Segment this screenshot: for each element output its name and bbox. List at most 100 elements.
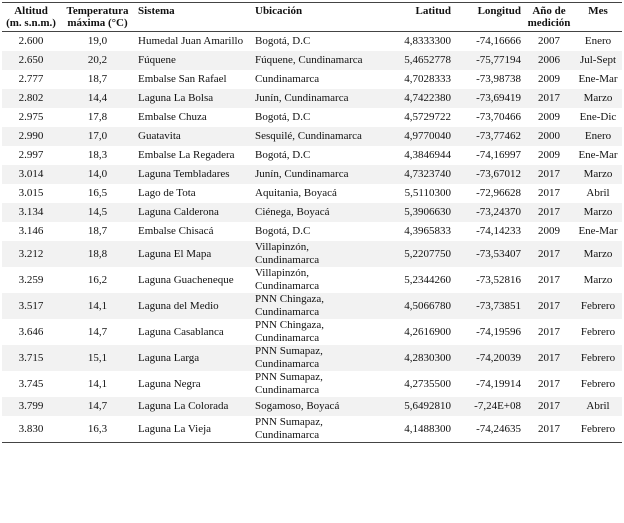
table-row: 2.777 18,7 Embalse San Rafael Cundinamarca 4… bbox=[2, 70, 622, 89]
table-cell: 4,1488300 bbox=[374, 416, 454, 443]
table-cell: 5,2344260 bbox=[404, 273, 451, 286]
table-cell: 2017 bbox=[538, 377, 560, 390]
table-cell: 2017 bbox=[538, 325, 560, 338]
table-cell: Villapinzón, Cundinamarca bbox=[252, 241, 374, 267]
table-cell: 3.146 bbox=[18, 225, 44, 237]
table-cell: 14,4 bbox=[60, 89, 135, 108]
table-cell: 2017 bbox=[524, 89, 574, 108]
table-cell: Laguna Negra bbox=[138, 377, 201, 390]
table-cell: Marzo bbox=[574, 241, 622, 267]
table-cell: Villapinzón, Cundinamarca bbox=[255, 267, 320, 292]
table-cell: 19,0 bbox=[87, 35, 108, 47]
table-cell: Enero bbox=[574, 127, 622, 146]
table-cell: Ene-Mar bbox=[578, 225, 618, 237]
table-cell: Ene-Mar bbox=[578, 149, 618, 161]
table-cell: 2.777 bbox=[18, 73, 44, 85]
table-cell: 5,4652778 bbox=[374, 51, 454, 70]
table-cell: Febrero bbox=[580, 377, 616, 390]
table-cell: PNN Sumapaz, Cundinamarca bbox=[255, 371, 323, 396]
data-table: Altitud (m. s.n.m.) Temperatura máxima (°… bbox=[2, 2, 622, 443]
table-cell: Lago de Tota bbox=[138, 187, 196, 199]
table-cell: 2017 bbox=[524, 203, 574, 222]
table-cell: 15,1 bbox=[60, 345, 135, 371]
table-row: 3.259 16,2 Laguna Guacheneque Villapinzón, … bbox=[2, 267, 622, 293]
table-cell: 3.259 bbox=[18, 273, 44, 286]
column-header: Año de medición bbox=[524, 2, 574, 32]
table-cell: 2017 bbox=[524, 293, 574, 319]
table-cell: Ene-Mar bbox=[578, 73, 618, 85]
table-cell: Fúquene bbox=[135, 51, 252, 70]
table-cell: Febrero bbox=[574, 345, 622, 371]
table-body: 2.600 19,0 Humedal Juan Amarillo Bogotá, D.… bbox=[2, 32, 622, 443]
table-cell: Laguna Larga bbox=[135, 345, 252, 371]
table-cell: 17,8 bbox=[87, 111, 108, 123]
table-cell: Laguna del Medio bbox=[135, 293, 252, 319]
table-cell: -74,14233 bbox=[476, 225, 521, 237]
table-cell: 2009 bbox=[538, 73, 560, 85]
table-cell: Ene-Dic bbox=[579, 111, 617, 123]
table-cell: Abril bbox=[586, 187, 610, 199]
table-cell: Junín, Cundinamarca bbox=[252, 89, 374, 108]
table-cell: Embalse San Rafael bbox=[138, 73, 227, 85]
table-row: 3.134 14,5 Laguna Calderona Ciénega, Boyacá… bbox=[2, 203, 622, 222]
table-cell: 5,6492810 bbox=[374, 397, 454, 416]
table-cell: Marzo bbox=[583, 273, 613, 286]
table-cell: PNN Chingaza, Cundinamarca bbox=[252, 293, 374, 319]
column-header: Altitud (m. s.n.m.) bbox=[2, 2, 60, 32]
table-cell: Ciénega, Boyacá bbox=[252, 203, 374, 222]
table-row: 3.517 14,1 Laguna del Medio PNN Chingaza, C… bbox=[2, 293, 622, 319]
table-row: 3.014 14,0 Laguna Tembladares Junín, Cundin… bbox=[2, 165, 622, 184]
table-cell: 3.745 bbox=[18, 377, 44, 390]
table-cell: -74,20039 bbox=[454, 345, 524, 371]
table-row: 2.975 17,8 Embalse Chuza Bogotá, D.C 4,57297… bbox=[2, 108, 622, 127]
table-cell: Laguna Calderona bbox=[135, 203, 252, 222]
table-row: 2.990 17,0 Guatavita Sesquilé, Cundinamarca… bbox=[2, 127, 622, 146]
table-cell: 4,3846944 bbox=[404, 149, 451, 161]
table-cell: Enero bbox=[584, 35, 612, 47]
table-row: 2.802 14,4 Laguna La Bolsa Junín, Cundinama… bbox=[2, 89, 622, 108]
table-cell: -7,24E+08 bbox=[454, 397, 524, 416]
column-header: Ubicación bbox=[252, 2, 374, 32]
table-cell: 18,3 bbox=[87, 149, 108, 161]
table-cell: Junín, Cundinamarca bbox=[252, 165, 374, 184]
table-cell: -73,98738 bbox=[476, 73, 521, 85]
table-cell: 4,7323740 bbox=[374, 165, 454, 184]
table-cell: 2.600 bbox=[18, 35, 44, 47]
table-cell: Laguna Casablanca bbox=[138, 325, 224, 338]
table-cell: 3.134 bbox=[2, 203, 60, 222]
table-cell: 3.212 bbox=[2, 241, 60, 267]
table-cell: Laguna Tembladares bbox=[135, 165, 252, 184]
header-row: Altitud (m. s.n.m.) Temperatura máxima (°… bbox=[2, 2, 622, 32]
table-cell: -74,19914 bbox=[476, 377, 521, 390]
table-cell: 2007 bbox=[538, 35, 560, 47]
table-cell: 2.650 bbox=[2, 51, 60, 70]
table-cell: -72,96628 bbox=[476, 187, 521, 199]
table-cell: Marzo bbox=[574, 165, 622, 184]
table-cell: 2009 bbox=[538, 225, 560, 237]
table-cell: 16,3 bbox=[60, 416, 135, 443]
table-cell: 14,0 bbox=[60, 165, 135, 184]
table-row: 3.015 16,5 Lago de Tota Aquitania, Boyacá 5,… bbox=[2, 184, 622, 203]
table-cell: PNN Sumapaz, Cundinamarca bbox=[252, 345, 374, 371]
table-cell: -73,53407 bbox=[454, 241, 524, 267]
table-cell: Humedal Juan Amarillo bbox=[138, 35, 244, 47]
table-cell: Cundinamarca bbox=[255, 73, 320, 85]
table-cell: 18,7 bbox=[87, 225, 108, 237]
table-cell: Aquitania, Boyacá bbox=[255, 187, 337, 199]
column-header: Latitud bbox=[374, 2, 454, 32]
table-cell: 4,8333300 bbox=[404, 35, 451, 47]
table-row: 2.997 18,3 Embalse La Regadera Bogotá, D.C 4… bbox=[2, 146, 622, 165]
table-cell: Laguna La Bolsa bbox=[135, 89, 252, 108]
table-cell: 14,7 bbox=[60, 397, 135, 416]
table-cell: -73,24370 bbox=[454, 203, 524, 222]
table-cell: -74,19596 bbox=[476, 325, 521, 338]
table-cell: 3.830 bbox=[2, 416, 60, 443]
table-cell: Bogotá, D.C bbox=[255, 111, 311, 123]
table-cell: 16,2 bbox=[87, 273, 108, 286]
table-cell: 14,5 bbox=[60, 203, 135, 222]
column-header: Longitud bbox=[454, 2, 524, 32]
table-cell: -73,69419 bbox=[454, 89, 524, 108]
table-cell: Sogamoso, Boyacá bbox=[252, 397, 374, 416]
table-cell: -73,70466 bbox=[476, 111, 521, 123]
